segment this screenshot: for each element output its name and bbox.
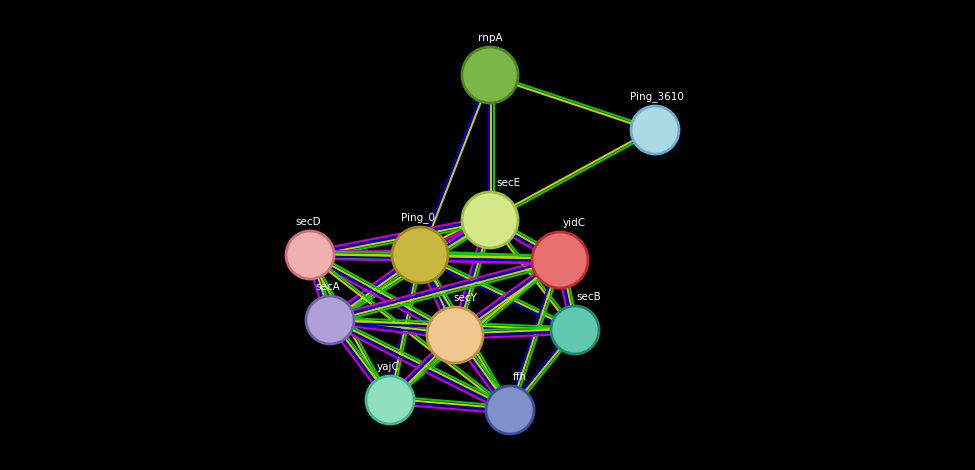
Circle shape — [462, 192, 518, 248]
Circle shape — [306, 296, 354, 344]
Text: secA: secA — [316, 282, 340, 292]
Circle shape — [551, 306, 599, 354]
Circle shape — [631, 106, 679, 154]
Text: yajC: yajC — [376, 362, 400, 372]
Circle shape — [486, 386, 534, 434]
Circle shape — [427, 307, 483, 363]
Text: yidC: yidC — [563, 218, 586, 228]
Text: secY: secY — [453, 293, 477, 303]
Text: secB: secB — [576, 292, 602, 302]
Text: ffh: ffh — [513, 372, 527, 382]
Circle shape — [462, 47, 518, 103]
Circle shape — [532, 232, 588, 288]
Circle shape — [392, 227, 448, 283]
Circle shape — [366, 376, 414, 424]
Text: Ping_0: Ping_0 — [401, 212, 435, 223]
Text: secE: secE — [496, 178, 520, 188]
Text: Ping_3610: Ping_3610 — [630, 91, 683, 102]
Circle shape — [286, 231, 334, 279]
Text: secD: secD — [295, 217, 321, 227]
Text: rnpA: rnpA — [478, 33, 502, 43]
